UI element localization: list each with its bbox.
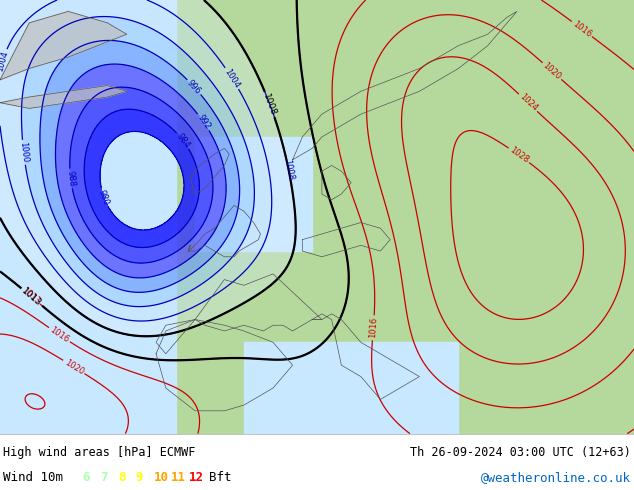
Text: 984: 984: [175, 132, 191, 150]
Text: 12: 12: [189, 471, 204, 484]
Text: 1016: 1016: [48, 325, 70, 344]
Text: 1004: 1004: [223, 67, 242, 90]
Text: Bft: Bft: [209, 471, 231, 484]
Text: 992: 992: [195, 113, 212, 131]
Polygon shape: [0, 11, 127, 80]
Text: 1008: 1008: [262, 92, 278, 117]
Bar: [0, 0, 146, 194]
Text: 980: 980: [97, 188, 111, 206]
Text: Th 26-09-2024 03:00 UTC (12+63): Th 26-09-2024 03:00 UTC (12+63): [410, 446, 631, 459]
Text: 11: 11: [171, 471, 186, 484]
Text: 1004: 1004: [0, 49, 10, 72]
Text: 9: 9: [136, 471, 143, 484]
Text: 996: 996: [186, 78, 203, 96]
Text: 1016: 1016: [571, 19, 593, 39]
Text: 1000: 1000: [18, 141, 29, 163]
Text: 1013: 1013: [20, 286, 44, 308]
Text: 10: 10: [153, 471, 169, 484]
Text: 1024: 1024: [517, 92, 539, 113]
Text: 1013: 1013: [20, 286, 41, 306]
Text: 1020: 1020: [63, 358, 85, 376]
Text: 1028: 1028: [508, 146, 530, 165]
Text: 8: 8: [118, 471, 126, 484]
Text: Wind 10m: Wind 10m: [3, 471, 63, 484]
Polygon shape: [0, 86, 127, 108]
Text: 988: 988: [65, 170, 76, 187]
Text: 7: 7: [100, 471, 108, 484]
Text: 6: 6: [82, 471, 90, 484]
Text: High wind areas [hPa] ECMWF: High wind areas [hPa] ECMWF: [3, 446, 195, 459]
Text: 1020: 1020: [541, 61, 563, 81]
Text: @weatheronline.co.uk: @weatheronline.co.uk: [481, 471, 631, 484]
Bar: [244, 343, 458, 434]
Bar: [195, 137, 312, 251]
Text: 1016: 1016: [368, 317, 378, 339]
Bar: [0, 0, 176, 434]
Text: 1008: 1008: [282, 158, 295, 181]
